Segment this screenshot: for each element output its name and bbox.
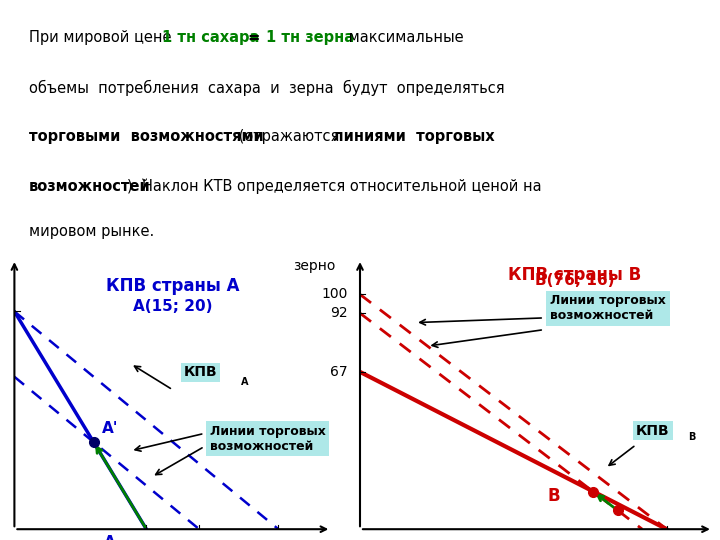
Text: ). Наклон КТВ определяется относительной ценой на: ). Наклон КТВ определяется относительной… xyxy=(127,179,542,194)
Text: КПВ: КПВ xyxy=(184,366,217,380)
Text: А: А xyxy=(241,377,249,388)
Text: зерно: зерно xyxy=(293,259,336,273)
Text: КПВ: КПВ xyxy=(636,423,670,437)
Text: линиями  торговых: линиями торговых xyxy=(333,129,495,144)
Text: 1 тн сахара: 1 тн сахара xyxy=(162,30,259,45)
Text: КПВ страны А: КПВ страны А xyxy=(106,276,240,295)
Text: максимальные: максимальные xyxy=(344,30,464,45)
Text: 1 тн зерна: 1 тн зерна xyxy=(266,30,354,45)
Text: Линии торговых
возможностей: Линии торговых возможностей xyxy=(210,424,325,453)
Text: В: В xyxy=(547,487,559,505)
Text: 100: 100 xyxy=(321,287,348,301)
Text: Линии торговых
возможностей: Линии торговых возможностей xyxy=(550,294,666,322)
Text: 92: 92 xyxy=(330,306,348,320)
Text: В: В xyxy=(688,432,696,442)
Text: (отражаются: (отражаются xyxy=(234,129,344,144)
Text: объемы  потребления  сахара  и  зерна  будут  определяться: объемы потребления сахара и зерна будут … xyxy=(29,79,505,96)
Text: А: А xyxy=(104,535,116,540)
Text: А(15; 20): А(15; 20) xyxy=(133,300,212,314)
Text: В(76; 16): В(76; 16) xyxy=(535,273,614,288)
Text: возможностей: возможностей xyxy=(29,179,150,194)
Text: КПВ страны В: КПВ страны В xyxy=(508,266,642,284)
Text: торговыми  возможностями: торговыми возможностями xyxy=(29,129,264,144)
Text: При мировой цене: При мировой цене xyxy=(29,30,181,45)
Text: мировом рынке.: мировом рынке. xyxy=(29,224,154,239)
Text: =: = xyxy=(243,30,265,45)
Text: 67: 67 xyxy=(330,365,348,379)
Text: А': А' xyxy=(102,421,118,436)
